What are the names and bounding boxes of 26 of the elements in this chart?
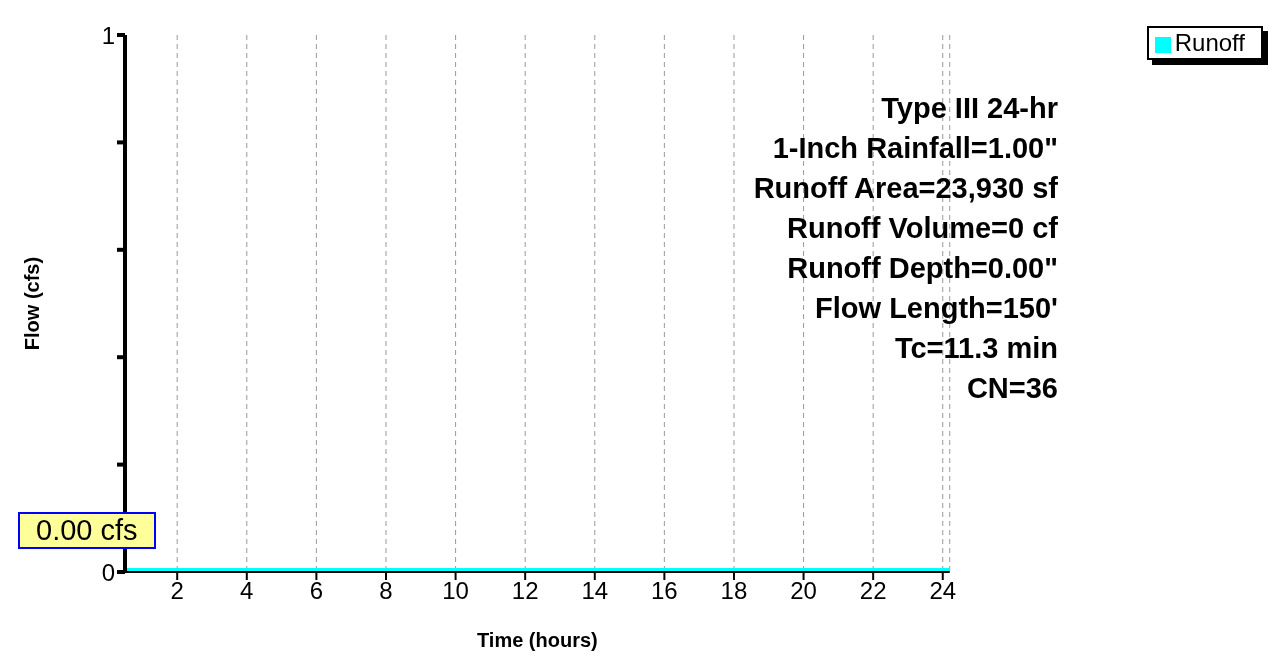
annotation: 1-Inch Rainfall=1.00" <box>771 131 1058 166</box>
x-tick-label: 8 <box>379 577 393 605</box>
x-tick-label: 18 <box>720 577 748 605</box>
legend-label: Runoff <box>1174 29 1245 56</box>
x-tick-label: 22 <box>859 577 887 605</box>
annotation: Runoff Depth=0.00" <box>786 251 1058 286</box>
x-tick-label: 12 <box>511 577 539 605</box>
y-tick-label: 0 <box>101 558 115 586</box>
x-tick-label: 20 <box>790 577 817 605</box>
annotation: Flow Length=150' <box>814 291 1058 326</box>
annotation: Tc=11.3 min <box>893 331 1058 366</box>
annotation: Runoff Area=23,930 sf <box>753 171 1058 206</box>
x-tick-label: 4 <box>240 577 254 605</box>
annotation: Type III 24-hr <box>880 91 1058 126</box>
y-tick-label: 1 <box>101 21 115 49</box>
annotation: 0.00 cfs <box>18 512 156 549</box>
x-tick-label: 6 <box>309 577 324 605</box>
y-axis-title: Flow (cfs) <box>21 256 44 351</box>
x-axis-title: Time (hours) <box>476 629 598 651</box>
annotation: Runoff Volume=0 cf <box>786 211 1058 246</box>
text: CN=36 <box>965 371 1058 406</box>
x-tick-label: 24 <box>929 577 957 605</box>
x-tick-label: 16 <box>651 577 678 605</box>
x-tick-label: 14 <box>581 577 609 605</box>
x-tick-label: 10 <box>442 577 469 605</box>
x-tick-label: 2 <box>170 577 184 605</box>
